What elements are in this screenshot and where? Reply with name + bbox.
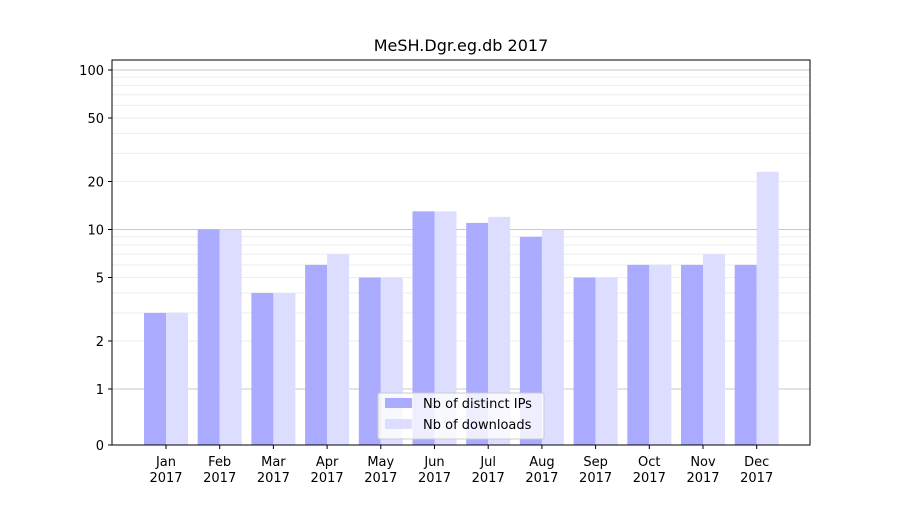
y-tick-label: 5 [96,272,104,287]
bar-downloads [434,211,457,445]
bar-distinct-ips [627,264,650,445]
x-tick-label: Apr [316,455,339,470]
bar-downloads [649,264,672,445]
legend-swatch-downloads [385,419,412,429]
bar-downloads [166,312,188,445]
plot-frame [111,59,811,446]
y-axis: 0 1 2 5 10 20 50 100 [79,64,112,454]
x-tick-label: Jun [423,455,444,470]
y-tick-label: 2 [96,335,104,350]
bar-downloads [219,229,242,445]
bar-downloads [703,254,725,445]
bar-downloads [595,277,618,445]
bar-downloads [327,254,350,445]
x-tick-label: Aug [529,455,554,470]
chart-title: MeSH.Dgr.eg.db 2017 [374,36,549,55]
bar-distinct-ips [197,229,220,445]
bar-downloads [273,292,296,445]
x-tick-label: 2017 [579,471,612,486]
x-tick-label: Mar [261,455,286,470]
x-tick-label: 2017 [418,471,451,486]
legend: Nb of distinct IPs Nb of downloads [377,392,545,440]
x-tick-label: Oct [638,455,660,470]
y-tick-label: 10 [87,224,104,239]
legend-box [377,392,545,440]
x-tick-label: Feb [208,455,231,470]
bar-distinct-ips [412,211,435,445]
y-tick-label: 50 [87,112,104,127]
bar-distinct-ips [251,292,274,445]
y-tick-label: 0 [96,439,104,454]
x-tick-label: 2017 [740,471,773,486]
x-tick-label: 2017 [364,471,397,486]
x-tick-label: Jan [155,455,176,470]
x-tick-label: 2017 [311,471,344,486]
y-tick-label: 100 [79,64,104,79]
bar-distinct-ips [305,264,328,445]
bar-downloads [488,216,511,445]
x-tick-label: Sep [583,455,608,470]
bar-distinct-ips [466,222,489,445]
x-tick-label: 2017 [472,471,505,486]
bar-distinct-ips [734,264,757,445]
legend-swatch-distinct-ips [385,398,412,408]
x-tick-label: 2017 [257,471,290,486]
y-tick-label: 1 [96,383,104,398]
bar-downloads [756,171,779,445]
legend-label-downloads: Nb of downloads [423,418,532,433]
x-tick-label: Jul [479,455,496,470]
bar-distinct-ips [681,264,703,445]
x-tick-label: May [367,455,394,470]
x-tick-label: 2017 [525,471,558,486]
bar-distinct-ips [358,277,381,445]
x-tick-label: 2017 [149,471,182,486]
x-axis: Jan2017Feb2017Mar2017Apr2017May2017Jun20… [149,445,773,486]
x-tick-label: 2017 [203,471,236,486]
bar-distinct-ips [144,312,166,445]
legend-label-distinct-ips: Nb of distinct IPs [423,397,532,412]
bar-distinct-ips [573,277,596,445]
x-tick-label: Nov [690,455,716,470]
y-tick-label: 20 [87,175,104,190]
x-tick-label: 2017 [686,471,719,486]
x-tick-label: Dec [744,455,769,470]
bar-downloads [541,229,564,445]
x-tick-label: 2017 [633,471,666,486]
